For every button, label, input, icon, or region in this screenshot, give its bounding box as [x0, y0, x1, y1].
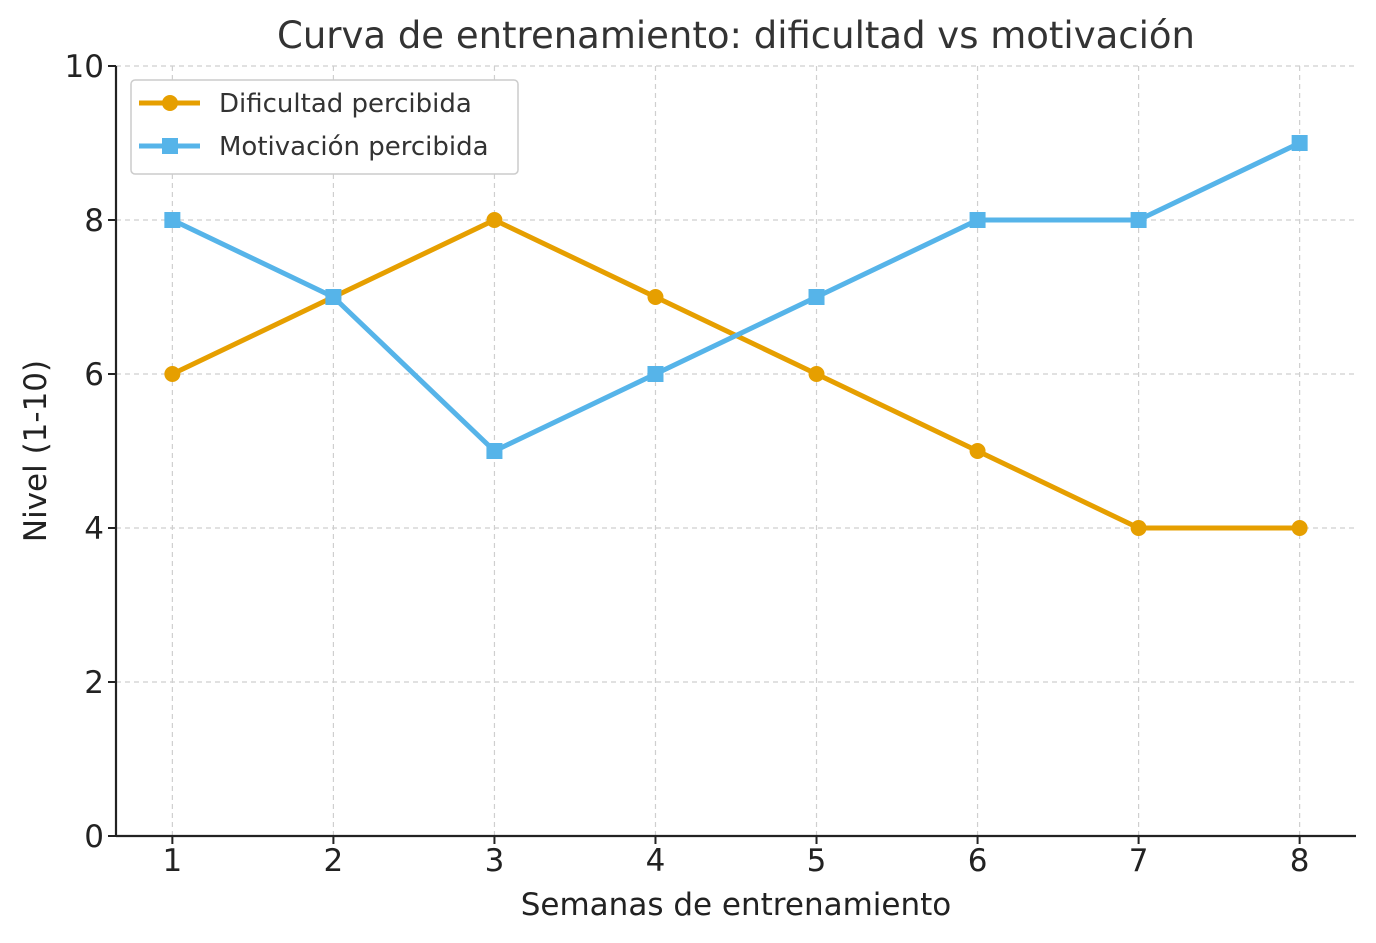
ticks: 1 2 3 4 5 6 7 8 0 2 4 6 8 10	[65, 49, 1310, 879]
data-point-square	[1130, 212, 1147, 228]
series-2	[164, 135, 1308, 459]
data-point-square	[808, 289, 825, 305]
axes	[114, 66, 1356, 838]
x-axis-label: Semanas de entrenamiento	[521, 887, 952, 923]
data-point-circle	[164, 366, 181, 382]
legend-item: Motivación percibida	[139, 132, 489, 162]
x-tick-label: 8	[1290, 843, 1310, 879]
data-point-circle	[1291, 520, 1308, 536]
data-point-circle	[486, 212, 503, 228]
y-tick-label: 2	[84, 665, 104, 701]
x-tick-label: 2	[324, 843, 344, 879]
series-layer	[164, 135, 1308, 536]
series-line	[171, 140, 1301, 454]
data-point-square	[325, 289, 342, 305]
y-axis-label: Nivel (1-10)	[18, 360, 54, 542]
legend-marker-square	[162, 138, 178, 154]
data-point-square	[647, 366, 664, 382]
y-tick-label: 8	[84, 203, 104, 239]
y-tick-label: 4	[84, 511, 104, 547]
y-tick-label: 0	[84, 819, 104, 855]
data-point-square	[164, 212, 181, 228]
y-tick-label: 6	[84, 357, 104, 393]
grid	[116, 65, 1356, 837]
y-tick-label: 10	[65, 49, 104, 85]
data-point-square	[969, 212, 986, 228]
data-point-circle	[808, 366, 825, 382]
x-tick-label: 7	[1129, 843, 1149, 879]
legend-label: Dificultad percibida	[219, 89, 472, 119]
x-tick-label: 3	[485, 843, 505, 879]
x-tick-label: 5	[807, 843, 827, 879]
data-point-circle	[647, 289, 664, 305]
data-point-square	[486, 443, 503, 459]
data-point-circle	[969, 443, 986, 459]
x-tick-label: 6	[968, 843, 988, 879]
chart-title: Curva de entrenamiento: dificultad vs mo…	[277, 14, 1195, 57]
legend-label: Motivación percibida	[219, 132, 489, 162]
x-tick-label: 1	[162, 843, 182, 879]
legend-box	[130, 79, 519, 175]
x-tick-label: 4	[646, 843, 666, 879]
legend: Dificultad percibida Motivación percibida	[130, 79, 519, 175]
legend-item: Dificultad percibida	[139, 89, 472, 119]
legend-marker-circle	[162, 95, 178, 111]
data-point-circle	[1130, 520, 1147, 536]
data-point-square	[1291, 135, 1308, 151]
